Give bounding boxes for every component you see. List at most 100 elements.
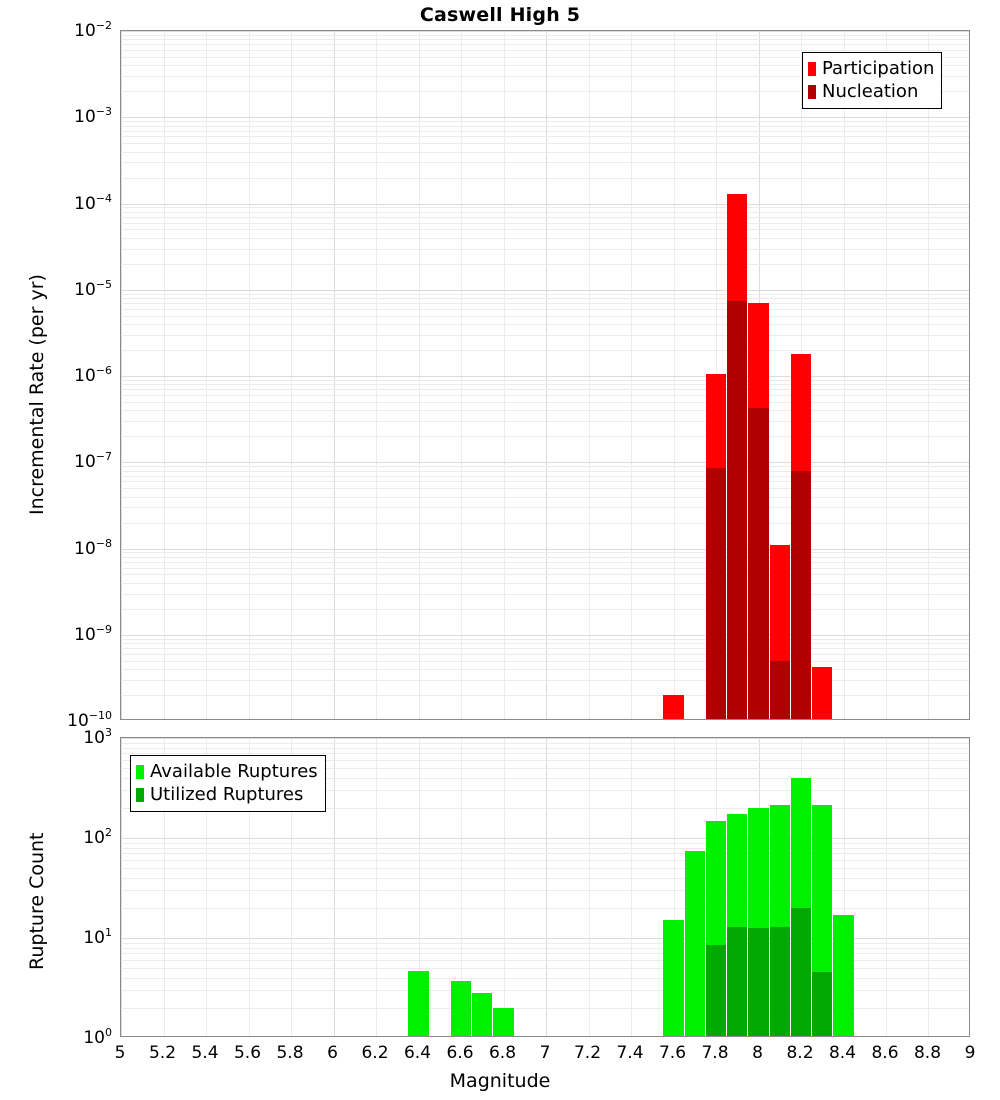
grid-line-horizontal — [121, 680, 969, 681]
grid-line-horizontal — [121, 523, 969, 524]
grid-line-vertical — [121, 31, 122, 719]
grid-line-horizontal — [121, 978, 969, 979]
grid-line-horizontal — [121, 583, 969, 584]
grid-line-horizontal — [121, 594, 969, 595]
grid-line-horizontal — [121, 838, 969, 839]
grid-line-horizontal — [121, 868, 969, 869]
grid-line-horizontal — [121, 790, 969, 791]
x-tick-label: 8.8 — [913, 1043, 942, 1063]
grid-line-horizontal — [121, 44, 969, 45]
grid-line-horizontal — [121, 290, 969, 291]
grid-line-vertical — [504, 31, 505, 719]
grid-line-horizontal — [121, 990, 969, 991]
grid-line-horizontal — [121, 376, 969, 377]
x-tick-label: 6.4 — [403, 1043, 432, 1063]
grid-line-vertical — [461, 31, 462, 719]
grid-line-horizontal — [121, 768, 969, 769]
grid-line-horizontal — [121, 1008, 969, 1009]
grid-line-horizontal — [121, 143, 969, 144]
legend-label: Available Ruptures — [150, 760, 318, 782]
grid-line-horizontal — [121, 249, 969, 250]
grid-line-vertical — [886, 738, 887, 1036]
legend-entry: Participation — [808, 57, 934, 80]
grid-line-horizontal — [121, 207, 969, 208]
grid-line-horizontal — [121, 31, 969, 32]
x-tick-label: 8.4 — [828, 1043, 857, 1063]
y-tick-label: 101 — [83, 926, 112, 948]
grid-line-vertical — [249, 31, 250, 719]
x-tick-label: 5 — [114, 1043, 126, 1063]
grid-line-horizontal — [121, 395, 969, 396]
grid-line-horizontal — [121, 760, 969, 761]
grid-line-horizontal — [121, 131, 969, 132]
bar-utilized — [748, 928, 769, 1036]
grid-line-horizontal — [121, 808, 969, 809]
legend-entry: Nucleation — [808, 80, 934, 103]
grid-line-vertical — [121, 738, 122, 1036]
grid-line-horizontal — [121, 39, 969, 40]
grid-line-horizontal — [121, 481, 969, 482]
grid-line-horizontal — [121, 316, 969, 317]
grid-line-horizontal — [121, 65, 969, 66]
legend-entry: Utilized Ruptures — [136, 783, 318, 806]
x-tick-label: 7.6 — [658, 1043, 687, 1063]
legend-swatch-icon — [136, 787, 144, 802]
grid-line-horizontal — [121, 743, 969, 744]
grid-line-horizontal — [121, 953, 969, 954]
grid-line-horizontal — [121, 568, 969, 569]
grid-line-vertical — [419, 31, 420, 719]
grid-line-horizontal — [121, 878, 969, 879]
x-tick-label: 8 — [752, 1043, 763, 1063]
grid-line-horizontal — [121, 57, 969, 58]
y-tick-label: 10−3 — [74, 105, 112, 128]
grid-line-vertical — [291, 738, 292, 1036]
grid-line-horizontal — [121, 848, 969, 849]
grid-line-horizontal — [121, 152, 969, 153]
grid-line-vertical — [164, 738, 165, 1036]
grid-line-horizontal — [121, 303, 969, 304]
grid-line-vertical — [461, 738, 462, 1036]
grid-line-vertical — [164, 31, 165, 719]
grid-line-horizontal — [121, 738, 969, 739]
grid-line-horizontal — [121, 938, 969, 939]
grid-line-horizontal — [121, 661, 969, 662]
x-tick-label: 6.6 — [446, 1043, 474, 1063]
bar-available — [450, 981, 472, 1036]
grid-line-horizontal — [121, 162, 969, 163]
x-axis-label: Magnitude — [449, 1070, 551, 1092]
grid-line-horizontal — [121, 948, 969, 949]
grid-line-horizontal — [121, 643, 969, 644]
grid-line-horizontal — [121, 552, 969, 553]
grid-line-horizontal — [121, 264, 969, 265]
grid-line-horizontal — [121, 421, 969, 422]
bar-nucleation — [727, 300, 748, 719]
grid-line-horizontal — [121, 380, 969, 381]
legend-swatch-icon — [808, 61, 816, 76]
grid-line-vertical — [886, 31, 887, 719]
legend-label: Participation — [822, 57, 935, 79]
grid-line-horizontal — [121, 384, 969, 385]
bar-available — [472, 993, 493, 1036]
grid-line-horizontal — [121, 843, 969, 844]
y-tick-label: 10−5 — [74, 277, 112, 300]
bar-utilized — [705, 945, 727, 1036]
bar-nucleation — [769, 660, 790, 719]
bar-nucleation — [748, 408, 769, 719]
bottom-chart-legend: Available Ruptures Utilized Ruptures — [130, 755, 326, 812]
bar-nucleation — [705, 468, 727, 719]
grid-line-vertical — [631, 738, 632, 1036]
grid-line-vertical — [844, 31, 845, 719]
bottom-chart-y-axis-label: Rupture Count — [26, 832, 48, 971]
grid-line-horizontal — [121, 212, 969, 213]
grid-line-vertical — [249, 738, 250, 1036]
x-tick-label: 7 — [539, 1043, 551, 1063]
grid-line-vertical — [631, 31, 632, 719]
grid-line-vertical — [206, 738, 207, 1036]
grid-line-horizontal — [121, 609, 969, 610]
grid-line-horizontal — [121, 309, 969, 310]
x-tick-label: 5.2 — [148, 1043, 177, 1063]
y-tick-label: 100 — [83, 1026, 112, 1048]
bar-available — [833, 914, 854, 1036]
x-tick-label: 8.6 — [871, 1043, 899, 1063]
grid-line-horizontal — [121, 908, 969, 909]
